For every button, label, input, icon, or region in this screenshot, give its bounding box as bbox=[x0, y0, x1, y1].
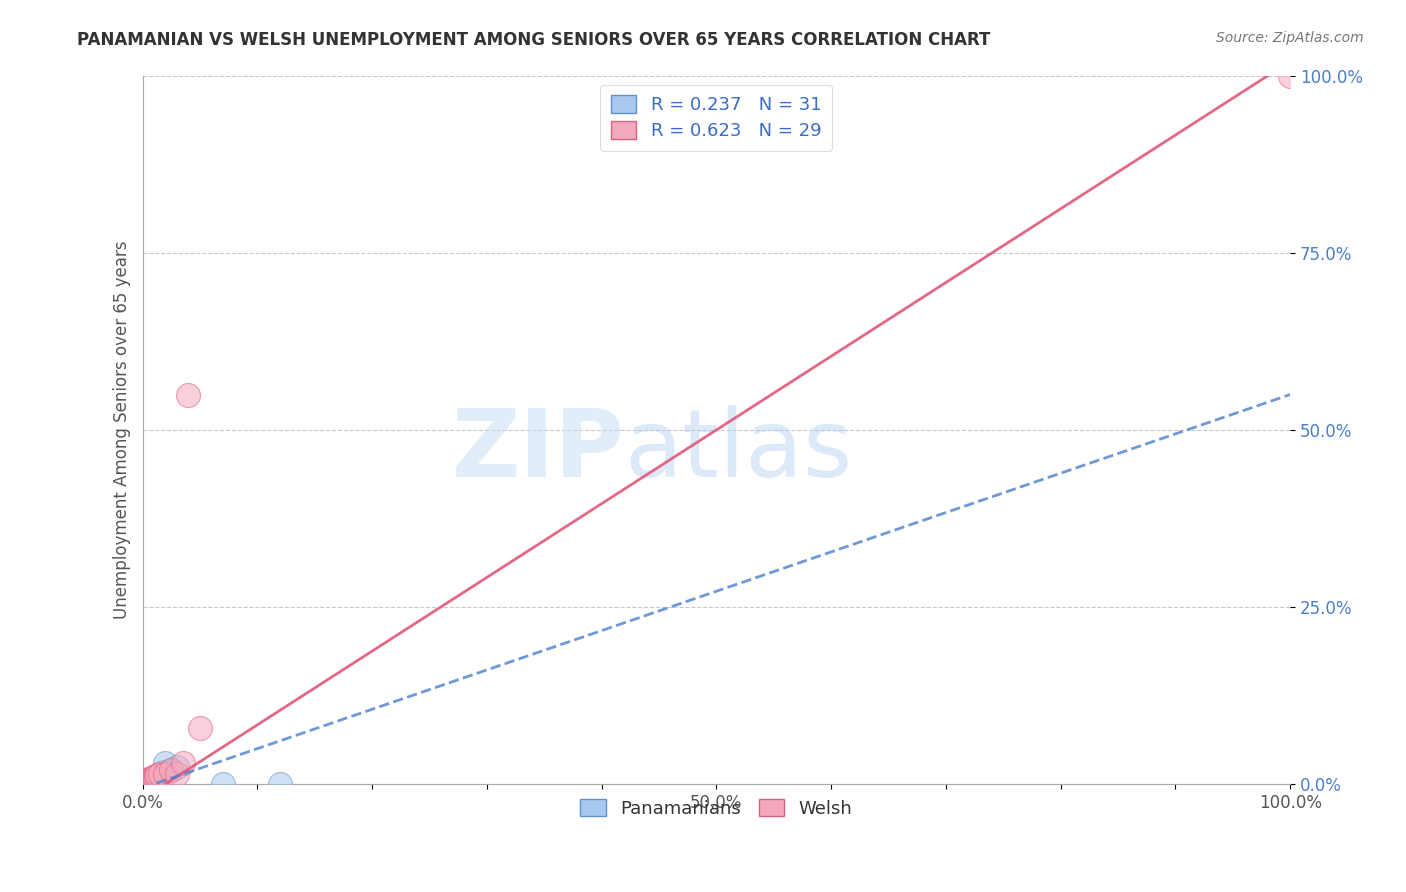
Point bbox=[142, 773, 165, 788]
Point bbox=[166, 760, 188, 774]
Point bbox=[142, 770, 165, 784]
Point bbox=[131, 777, 153, 791]
Y-axis label: Unemployment Among Seniors over 65 years: Unemployment Among Seniors over 65 years bbox=[114, 241, 131, 619]
Text: Source: ZipAtlas.com: Source: ZipAtlas.com bbox=[1216, 31, 1364, 45]
Point bbox=[136, 773, 159, 788]
Text: PANAMANIAN VS WELSH UNEMPLOYMENT AMONG SENIORS OVER 65 YEARS CORRELATION CHART: PANAMANIAN VS WELSH UNEMPLOYMENT AMONG S… bbox=[77, 31, 991, 49]
Point bbox=[143, 771, 166, 785]
Point bbox=[134, 776, 156, 790]
Point bbox=[135, 775, 157, 789]
Point bbox=[131, 776, 153, 790]
Point bbox=[152, 764, 174, 779]
Point bbox=[135, 774, 157, 789]
Point bbox=[143, 771, 166, 785]
Point bbox=[149, 766, 172, 780]
Point bbox=[139, 772, 162, 786]
Point bbox=[149, 766, 172, 780]
Point bbox=[136, 774, 159, 789]
Point bbox=[134, 773, 156, 788]
Point bbox=[155, 756, 177, 771]
Point bbox=[172, 756, 194, 771]
Point bbox=[132, 777, 155, 791]
Point bbox=[139, 773, 162, 788]
Point bbox=[131, 777, 153, 791]
Point bbox=[177, 387, 200, 401]
Point bbox=[138, 775, 160, 789]
Point bbox=[132, 776, 155, 790]
Point bbox=[136, 774, 159, 789]
Point bbox=[138, 773, 160, 788]
Point bbox=[146, 769, 169, 783]
Point bbox=[135, 777, 157, 791]
Point bbox=[131, 777, 153, 791]
Point bbox=[146, 767, 169, 781]
Point bbox=[1279, 69, 1302, 83]
Point bbox=[139, 773, 162, 788]
Point bbox=[132, 774, 155, 789]
Point bbox=[143, 770, 166, 784]
Point bbox=[134, 777, 156, 791]
Text: ZIP: ZIP bbox=[451, 405, 624, 497]
Point bbox=[131, 777, 153, 791]
Text: atlas: atlas bbox=[624, 405, 853, 497]
Point bbox=[136, 776, 159, 790]
Point bbox=[134, 775, 156, 789]
Point bbox=[136, 776, 159, 790]
Point bbox=[135, 773, 157, 788]
Point bbox=[212, 777, 235, 791]
Point bbox=[136, 773, 159, 788]
Point bbox=[136, 772, 159, 787]
Point bbox=[155, 766, 177, 780]
Point bbox=[131, 777, 153, 791]
Point bbox=[131, 777, 153, 791]
Point bbox=[143, 772, 166, 787]
Point bbox=[141, 772, 163, 787]
Point bbox=[160, 764, 183, 778]
Point bbox=[269, 777, 291, 791]
Point bbox=[142, 772, 165, 786]
Point bbox=[160, 764, 183, 778]
Point bbox=[166, 766, 188, 780]
Point bbox=[188, 721, 211, 735]
Point bbox=[138, 773, 160, 788]
Point bbox=[141, 772, 163, 786]
Legend: Panamanians, Welsh: Panamanians, Welsh bbox=[574, 792, 859, 825]
Point bbox=[132, 777, 155, 791]
Point bbox=[145, 770, 167, 784]
Point bbox=[145, 769, 167, 783]
